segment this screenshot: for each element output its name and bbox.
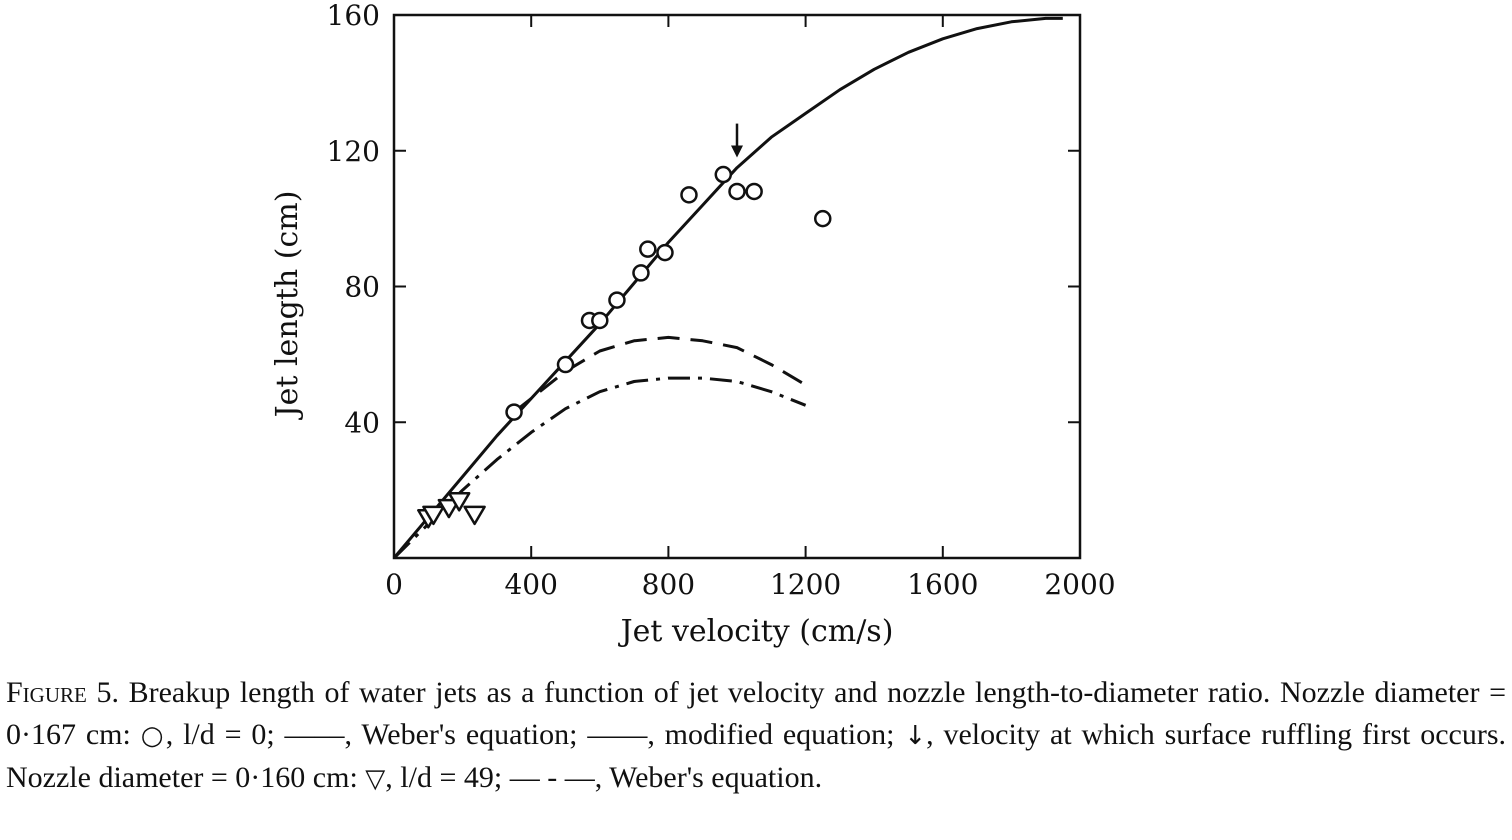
data-point-triangle [463,505,486,526]
x-axis-label: Jet velocity (cm/s) [618,614,894,649]
y-axis-label: Jet length (cm) [270,191,305,421]
axis-ticks: 0 400 800 1200 1600 2000 40 80 120 160 [327,0,1116,601]
caption-text-3: , velocity at which surface ruffling fir… [6,718,1507,794]
caption-text-4: , l/d = 49; — - —, Weber's equation. [385,761,823,794]
circle-icon: ○ [140,721,166,751]
x-tick-label: 2000 [1044,568,1115,601]
annotation-layer [731,123,743,158]
data-point-circle [814,209,832,228]
caption-lead: Figure 5. [6,676,119,709]
x-tick-label: 800 [642,568,695,601]
data-point-triangle [437,498,461,519]
series-line-solid [392,16,1063,559]
x-tick-label: 0 [385,568,403,601]
caption-text-2: , l/d = 0; ––––, Weber's equation; ——, m… [165,718,905,751]
y-tick-label: 120 [327,135,380,168]
data-point-circle [745,182,763,201]
data-point-circle [680,186,698,204]
y-tick-label: 40 [344,406,380,439]
data-point-circle [714,165,733,184]
series-line-dashed [513,335,807,414]
data-point-circle [556,355,575,374]
ruffling-arrow-head [731,145,743,158]
figure-caption: Figure 5. Breakup length of water jets a… [6,672,1506,800]
data-point-circle [608,291,626,309]
series-line-dash-dot [392,376,807,560]
series-layer [392,16,1063,560]
data-point-triangle [422,505,445,526]
y-tick-label: 160 [327,0,380,32]
markers-layer [417,165,832,529]
plot-frame [392,13,1082,560]
chart: 0 400 800 1200 1600 2000 40 80 120 160 Jet veloci… [270,0,1116,649]
x-tick-label: 1600 [907,568,978,601]
data-point-circle [505,403,523,421]
data-point-triangle [447,492,471,512]
data-point-circle [728,182,746,201]
data-point-circle [639,240,657,258]
data-point-circle [591,311,609,330]
arrow-down-icon: ↓ [904,721,927,751]
x-tick-label: 400 [504,568,557,601]
caption-text-1: Breakup length of water jets as a functi… [6,676,1507,751]
plot-area [392,13,1082,560]
x-tick-label: 1200 [770,568,841,601]
triangle-down-icon: ▽ [365,764,386,794]
data-point-circle [632,264,650,282]
data-point-circle [656,243,674,262]
y-tick-label: 80 [344,271,380,304]
